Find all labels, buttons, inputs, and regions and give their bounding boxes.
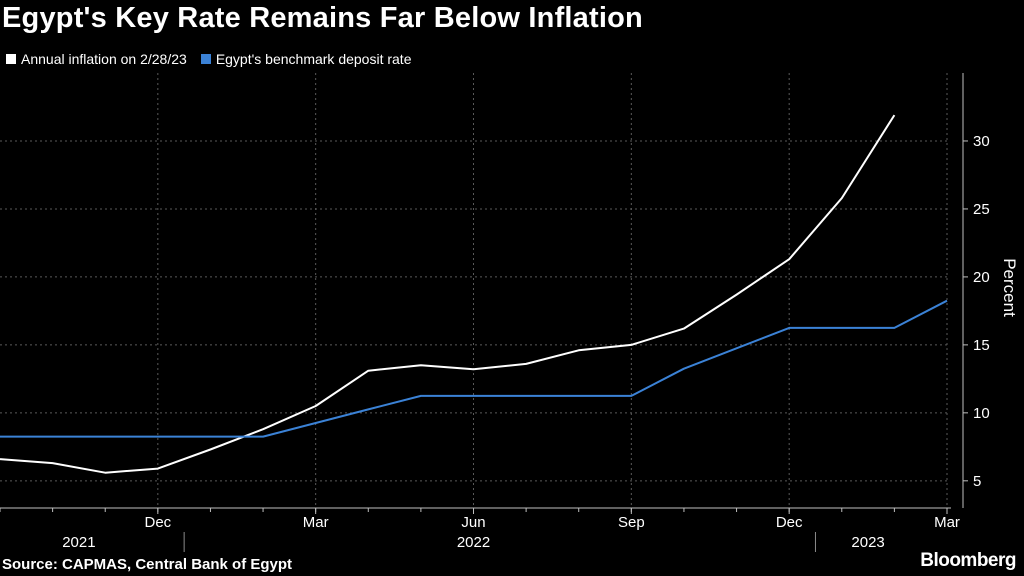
legend-item-inflation: Annual inflation on 2/28/23 [6, 51, 187, 67]
y-axis-title: Percent [1000, 258, 1019, 317]
legend-label-deposit-rate: Egypt's benchmark deposit rate [215, 51, 412, 67]
x-tick-label-1: Mar [303, 514, 329, 531]
x-tick-label-5: Mar [934, 514, 960, 531]
x-tick-label-2: Jun [461, 514, 485, 531]
x-tick-label-3: Sep [618, 514, 645, 531]
y-tick-label-10: 10 [973, 405, 990, 422]
legend-label-inflation: Annual inflation on 2/28/23 [21, 51, 187, 67]
year-label-2021: 2021 [62, 534, 95, 551]
y-tick-label-5: 5 [973, 473, 981, 490]
source-note: Source: CAPMAS, Central Bank of Egypt [2, 556, 293, 573]
chart-title: Egypt's Key Rate Remains Far Below Infla… [2, 2, 643, 34]
x-tick-label-0: Dec [144, 514, 171, 531]
series-line-inflation [0, 114, 896, 474]
bloomberg-logo: Bloomberg [920, 550, 1016, 571]
year-label-2022: 2022 [457, 534, 490, 551]
y-tick-label-15: 15 [973, 337, 990, 354]
y-tick-label-30: 30 [973, 133, 990, 150]
legend: Annual inflation on 2/28/23 Egypt's benc… [6, 51, 411, 67]
legend-item-deposit-rate: Egypt's benchmark deposit rate [200, 51, 412, 67]
series-line-deposit-rate [0, 299, 948, 438]
y-tick-label-20: 20 [973, 269, 990, 286]
legend-swatch-deposit-rate [200, 54, 211, 64]
legend-swatch-inflation [6, 54, 16, 64]
x-tick-label-4: Dec [776, 514, 803, 531]
y-tick-label-25: 25 [973, 201, 990, 218]
year-label-2023: 2023 [851, 534, 884, 551]
